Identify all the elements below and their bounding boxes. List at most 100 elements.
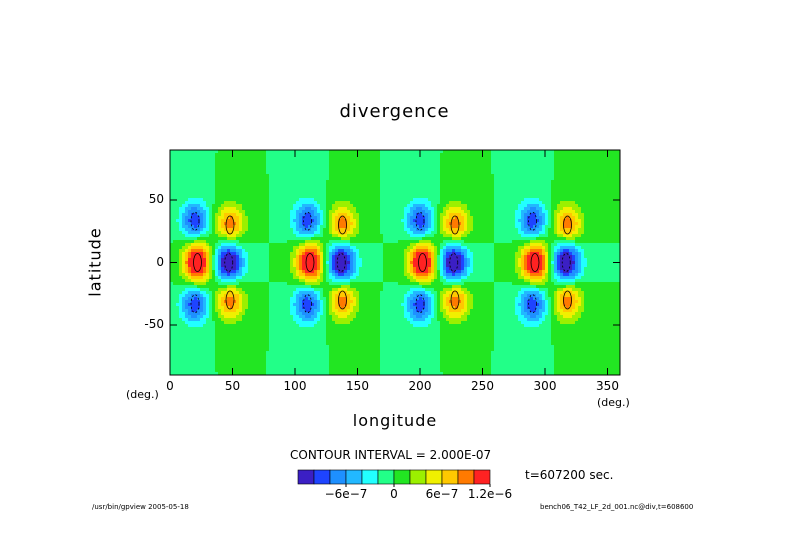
heatmap-cell: [248, 192, 252, 196]
heatmap-cell: [260, 243, 264, 247]
heatmap-cell: [272, 213, 276, 217]
heatmap-cell: [350, 198, 354, 202]
heatmap-cell: [563, 168, 567, 172]
heatmap-cell: [413, 171, 417, 175]
heatmap-cell: [482, 231, 486, 235]
heatmap-cell: [338, 243, 342, 247]
heatmap-cell: [329, 183, 333, 187]
heatmap-cell: [581, 171, 585, 175]
heatmap-cell: [401, 225, 405, 229]
heatmap-cell: [353, 204, 357, 208]
heatmap-cell: [275, 201, 279, 205]
heatmap-cell: [227, 183, 231, 187]
heatmap-cell: [431, 207, 435, 211]
heatmap-cell: [566, 228, 570, 232]
heatmap-cell: [209, 231, 213, 235]
heatmap-cell: [614, 240, 618, 244]
heatmap-cell: [242, 210, 246, 214]
heatmap-cell: [182, 186, 186, 190]
heatmap-cell: [347, 165, 351, 169]
heatmap-cell: [515, 222, 519, 226]
heatmap-cell: [443, 159, 447, 163]
heatmap-cell: [347, 243, 351, 247]
heatmap-cell: [479, 177, 483, 181]
heatmap-cell: [227, 171, 231, 175]
heatmap-cell: [233, 171, 237, 175]
heatmap-cell: [317, 195, 321, 199]
heatmap-cell: [293, 222, 297, 226]
heatmap-cell: [602, 168, 606, 172]
heatmap-cell: [230, 177, 234, 181]
heatmap-cell: [350, 186, 354, 190]
heatmap-cell: [500, 192, 504, 196]
heatmap-cell: [305, 210, 309, 214]
heatmap-cell: [266, 174, 270, 178]
heatmap-cell: [476, 174, 480, 178]
heatmap-cell: [422, 243, 426, 247]
heatmap-cell: [440, 168, 444, 172]
heatmap-cell: [455, 183, 459, 187]
heatmap-cell: [377, 189, 381, 193]
heatmap-cell: [401, 159, 405, 163]
heatmap-cell: [611, 183, 615, 187]
heatmap-cell: [446, 237, 450, 241]
heatmap-cell: [302, 180, 306, 184]
heatmap-cell: [239, 180, 243, 184]
heatmap-cell: [335, 204, 339, 208]
heatmap-cell: [275, 219, 279, 223]
heatmap-cell: [338, 198, 342, 202]
heatmap-cell: [314, 201, 318, 205]
heatmap-cell: [326, 186, 330, 190]
heatmap-cell: [257, 249, 261, 253]
heatmap-cell: [608, 156, 612, 160]
heatmap-cell: [275, 174, 279, 178]
heatmap-cell: [407, 231, 411, 235]
heatmap-cell: [293, 207, 297, 211]
heatmap-cell: [470, 216, 474, 220]
heatmap-cell: [347, 210, 351, 214]
heatmap-cell: [335, 156, 339, 160]
heatmap-cell: [560, 237, 564, 241]
heatmap-cell: [314, 177, 318, 181]
heatmap-cell: [581, 153, 585, 157]
heatmap-cell: [437, 174, 441, 178]
heatmap-cell: [401, 216, 405, 220]
heatmap-cell: [395, 168, 399, 172]
heatmap-cell: [209, 219, 213, 223]
heatmap-cell: [239, 150, 243, 154]
heatmap-cell: [341, 171, 345, 175]
heatmap-cell: [527, 192, 531, 196]
heatmap-cell: [284, 186, 288, 190]
heatmap-cell: [524, 192, 528, 196]
heatmap-cell: [332, 240, 336, 244]
heatmap-cell: [326, 153, 330, 157]
heatmap-cell: [215, 240, 219, 244]
heatmap-cell: [611, 219, 615, 223]
heatmap-cell: [305, 204, 309, 208]
heatmap-cell: [512, 201, 516, 205]
heatmap-cell: [611, 177, 615, 181]
heatmap-cell: [560, 207, 564, 211]
heatmap-cell: [173, 153, 177, 157]
heatmap-cell: [527, 237, 531, 241]
heatmap-cell: [374, 216, 378, 220]
heatmap-cell: [209, 183, 213, 187]
heatmap-cell: [365, 204, 369, 208]
heatmap-cell: [194, 231, 198, 235]
heatmap-cell: [566, 174, 570, 178]
heatmap-cell: [479, 180, 483, 184]
heatmap-cell: [452, 243, 456, 247]
heatmap-cell: [518, 156, 522, 160]
heatmap-cell: [485, 186, 489, 190]
heatmap-cell: [464, 234, 468, 238]
heatmap-cell: [539, 156, 543, 160]
heatmap-cell: [206, 153, 210, 157]
heatmap-cell: [362, 207, 366, 211]
heatmap-cell: [341, 150, 345, 154]
heatmap-cell: [446, 201, 450, 205]
heatmap-cell: [536, 177, 540, 181]
heatmap-cell: [584, 195, 588, 199]
heatmap-cell: [179, 189, 183, 193]
heatmap-cell: [212, 171, 216, 175]
heatmap-cell: [239, 207, 243, 211]
